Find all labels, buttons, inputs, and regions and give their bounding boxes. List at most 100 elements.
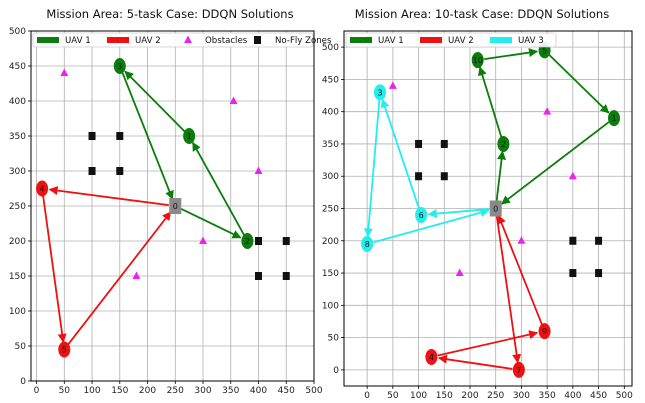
route-segment-uav-2 — [437, 354, 513, 370]
task-node — [113, 58, 126, 74]
task-node-label: 3 — [377, 88, 382, 97]
no-fly-zone-marker — [440, 139, 448, 148]
legend-box — [345, 32, 557, 48]
legend: UAV 1 UAV 2 Obstacles No-Fly Zones — [32, 32, 332, 48]
route-segment-uav-3 — [373, 208, 490, 244]
task-nodes: 0 1 2 3 4 5 — [36, 58, 254, 358]
y-tick-label: 0 — [20, 377, 26, 387]
route-segment-uav-1 — [124, 70, 186, 133]
y-tick-label: 150 — [322, 269, 339, 279]
no-fly-zone-marker — [88, 167, 96, 175]
task-node-label: 4 — [40, 185, 45, 194]
x-tick-label: 500 — [616, 391, 633, 401]
route-segment-uav-2 — [67, 211, 172, 345]
chart-10-task: Mission Area: 10-task Case: DDQN Solutio… — [322, 7, 633, 401]
task-node — [374, 84, 386, 101]
task-node — [538, 323, 551, 340]
no-fly-zone-marker — [569, 236, 577, 245]
route-segment-uav-1 — [500, 121, 610, 205]
y-tick-label: 250 — [9, 202, 26, 212]
x-tick-label: 150 — [436, 391, 453, 401]
route-segment-uav-2 — [437, 330, 539, 357]
task-node-label: 9 — [542, 327, 547, 336]
obstacle-marker — [543, 107, 552, 115]
legend-label: UAV 2 — [135, 36, 161, 46]
route-segment-uav-1 — [484, 48, 539, 61]
y-tick-label: 350 — [9, 132, 26, 142]
no-fly-zone-marker — [255, 237, 263, 245]
x-tick-label: 400 — [250, 386, 267, 396]
x-tick-label: 100 — [410, 391, 427, 401]
task-node-label: 8 — [365, 240, 370, 249]
legend-label: Obstacles — [205, 36, 248, 46]
obstacle-marker — [254, 166, 263, 174]
no-fly-zone-marker — [116, 132, 124, 140]
legend-label: UAV 1 — [378, 36, 404, 46]
y-tick-label: 400 — [322, 108, 339, 118]
y-tick-label: 100 — [9, 307, 26, 317]
task-node-label: 5 — [542, 46, 547, 55]
x-tick-label: 250 — [487, 391, 504, 401]
legend-label: UAV 3 — [518, 36, 544, 46]
no-fly-zone-marker — [255, 272, 263, 280]
x-tick-label: 400 — [564, 391, 581, 401]
task-node — [183, 128, 196, 144]
y-tick-label: 350 — [322, 140, 339, 150]
routes — [363, 48, 610, 370]
y-tick-label: 300 — [9, 167, 26, 177]
y-tick-label: 450 — [322, 75, 339, 85]
x-tick-label: 300 — [194, 386, 211, 396]
route-segment-uav-2 — [497, 214, 544, 326]
task-node-label: 2 — [501, 140, 506, 149]
task-node-label: 1 — [611, 114, 616, 123]
x-tick-label: 200 — [461, 391, 478, 401]
chart-title: Mission Area: 10-task Case: DDQN Solutio… — [355, 7, 609, 21]
x-tick-label: 50 — [59, 386, 71, 396]
obstacle-marker — [517, 236, 526, 244]
task-node — [361, 236, 374, 252]
depot-label: 0 — [173, 202, 178, 211]
task-node — [415, 206, 428, 223]
x-tick-label: 100 — [83, 386, 100, 396]
x-tick-label: 450 — [278, 386, 295, 396]
no-fly-zone-marker — [440, 172, 448, 181]
task-node-label: 5 — [62, 346, 67, 355]
no-fly-zones — [415, 139, 603, 278]
x-tick-label: 0 — [364, 391, 370, 401]
route-segment-uav-3 — [363, 98, 381, 238]
obstacle-marker — [132, 271, 141, 279]
legend-label: UAV 2 — [448, 36, 474, 46]
task-node — [36, 180, 49, 197]
x-tick-label: 350 — [539, 391, 556, 401]
no-fly-zone-marker — [415, 172, 423, 181]
route-segment-uav-3 — [380, 98, 420, 210]
route-segment-uav-3 — [427, 208, 490, 219]
y-tick-label: 50 — [15, 342, 27, 352]
axis-ticks: 0 50 100 150 200 250 300 350 400 450 5000501001502… — [322, 43, 633, 401]
route-segment-uav-1 — [191, 141, 246, 236]
x-tick-label: 450 — [590, 391, 607, 401]
task-node — [58, 341, 71, 358]
y-tick-label: 500 — [9, 27, 26, 37]
no-fly-zones — [88, 132, 290, 280]
legend-swatch — [350, 37, 372, 43]
no-fly-zone-marker — [88, 132, 96, 140]
chart-5-task: Mission Area: 5-task Case: DDQN Solution… — [9, 7, 332, 396]
obstacle-marker — [568, 171, 577, 180]
route-segment-uav-1 — [495, 150, 507, 203]
y-tick-label: 0 — [333, 366, 339, 376]
x-tick-label: 150 — [111, 386, 128, 396]
route-segment-uav-1 — [548, 54, 610, 114]
route-segment-uav-2 — [42, 194, 67, 343]
task-node-label: 7 — [516, 366, 521, 375]
obstacle-marker — [60, 68, 69, 76]
obstacle-marker — [455, 268, 464, 277]
y-tick-label: 50 — [328, 334, 340, 344]
obstacle-marker — [199, 236, 208, 244]
x-tick-label: 250 — [167, 386, 184, 396]
routes — [42, 70, 246, 345]
no-fly-zone-marker — [282, 272, 290, 280]
x-tick-label: 0 — [34, 386, 40, 396]
route-segment-uav-1 — [180, 208, 242, 239]
